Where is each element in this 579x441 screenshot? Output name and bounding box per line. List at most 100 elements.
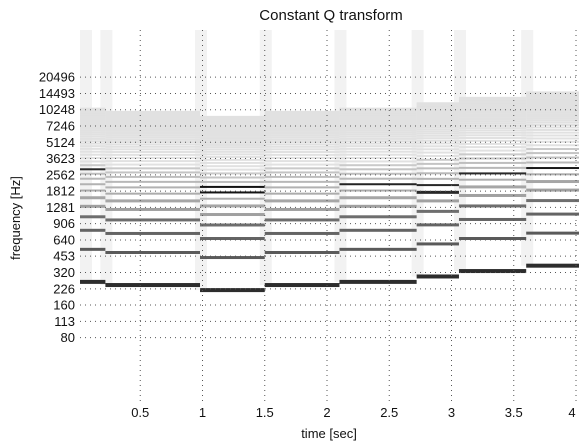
harmonic-band-note3-h18	[200, 153, 265, 156]
x-tick-label: 1	[199, 405, 206, 420]
harmonic-band-note6-h25	[416, 124, 459, 127]
harmonic-band-note3-h32	[200, 126, 265, 129]
harmonic-band-note7-h23	[458, 122, 527, 125]
harmonic-band-note2-h35	[105, 117, 201, 120]
harmonic-band-note8-h5	[526, 188, 579, 192]
harmonic-band-note5-h20	[339, 140, 417, 143]
harmonic-band-note5-h11	[339, 168, 417, 171]
y-tick-label: 226	[53, 281, 75, 296]
x-tick-label: 2	[323, 405, 330, 420]
harmonic-band-note8-h22	[526, 119, 579, 122]
harmonic-band-note4-h10	[264, 175, 340, 178]
harmonic-band-note3-h1	[200, 288, 265, 293]
harmonic-band-note8-h40	[526, 91, 579, 94]
harmonic-band-note8-h36	[526, 96, 579, 99]
y-tick-label: 3623	[46, 151, 75, 166]
harmonic-band-note7-h24	[458, 120, 527, 123]
harmonic-band-note5-h39	[339, 108, 417, 111]
harmonic-band-note4-h40	[264, 110, 340, 113]
harmonic-band-note7-h8	[458, 172, 527, 175]
harmonic-band-note1-h25	[80, 129, 106, 132]
harmonic-band-note7-h14	[458, 146, 527, 149]
harmonic-band-note5-h33	[339, 116, 417, 119]
harmonic-band-note6-h20	[416, 134, 459, 137]
harmonic-band-note3-h16	[200, 158, 265, 161]
harmonic-band-note3-h27	[200, 134, 265, 137]
harmonic-band-note6-h29	[416, 117, 459, 120]
harmonic-band-note6-h18	[416, 139, 459, 142]
harmonic-band-note2-h32	[105, 121, 201, 124]
harmonic-band-note7-h26	[458, 117, 527, 120]
harmonic-band-note6-h30	[416, 115, 459, 118]
harmonic-band-note5-h10	[339, 172, 417, 175]
harmonic-band-note6-h6	[416, 190, 459, 194]
harmonic-band-note2-h21	[105, 141, 201, 144]
harmonic-band-note4-h24	[264, 134, 340, 137]
harmonic-band-note6-h19	[416, 137, 459, 140]
harmonic-band-note7-h38	[458, 99, 527, 102]
harmonic-band-note3-h20	[200, 148, 265, 151]
harmonic-band-note8-h16	[526, 134, 579, 137]
y-tick-label: 20496	[39, 70, 75, 85]
harmonic-band-note5-h15	[339, 153, 417, 156]
harmonic-band-note3-h34	[200, 123, 265, 126]
harmonic-band-note6-h8	[416, 177, 459, 180]
harmonic-band-note8-h34	[526, 99, 579, 102]
y-tick-label: 113	[54, 314, 75, 329]
y-tick-label: 10248	[39, 102, 75, 117]
harmonic-band-note2-h31	[105, 122, 201, 125]
harmonic-band-note2-h4	[105, 218, 201, 222]
harmonic-band-note2-h20	[105, 143, 201, 146]
harmonic-band-note4-h5	[264, 207, 340, 211]
harmonic-band-note5-h23	[339, 133, 417, 136]
harmonic-band-note2-h33	[105, 119, 201, 122]
harmonic-band-note1-h17	[80, 147, 106, 150]
harmonic-band-note6-h35	[416, 108, 459, 111]
harmonic-band-note3-h23	[200, 141, 265, 144]
harmonic-band-note3-h37	[200, 119, 265, 122]
harmonic-band-note1-h19	[80, 142, 106, 145]
harmonic-band-note2-h27	[105, 129, 201, 132]
onset-smear	[80, 30, 92, 282]
harmonic-band-note5-h16	[339, 150, 417, 153]
harmonic-band-note3-h39	[200, 117, 265, 120]
harmonic-band-note5-h26	[339, 127, 417, 130]
harmonic-band-note1-h27	[80, 126, 106, 129]
harmonic-band-note4-h4	[264, 218, 340, 222]
harmonic-band-note7-h1	[458, 269, 527, 274]
harmonic-band-note8-h26	[526, 111, 579, 114]
harmonic-band-note7-h33	[458, 105, 527, 108]
harmonic-band-note8-h25	[526, 113, 579, 116]
harmonic-band-note4-h7	[264, 192, 340, 195]
harmonic-band-note5-h6	[339, 196, 417, 200]
harmonic-band-note7-h17	[458, 137, 527, 140]
harmonic-band-note6-h23	[416, 128, 459, 131]
harmonic-band-note2-h8	[105, 186, 201, 189]
y-tick-label: 1812	[46, 184, 75, 199]
harmonic-band-note3-h24	[200, 139, 265, 142]
harmonic-band-note6-h14	[416, 151, 459, 154]
harmonic-band-note3-h15	[200, 161, 265, 164]
harmonic-band-note7-h18	[458, 134, 527, 137]
y-tick-label: 5124	[46, 135, 75, 150]
harmonic-band-note3-h12	[200, 172, 265, 175]
harmonic-band-note7-h27	[458, 115, 527, 118]
harmonic-band-note4-h2	[264, 250, 340, 254]
harmonic-band-note3-h25	[200, 137, 265, 140]
harmonic-band-note2-h6	[105, 199, 201, 203]
harmonic-band-note1-h28	[80, 124, 106, 127]
harmonic-band-note3-h7	[200, 197, 265, 200]
harmonic-band-note5-h27	[339, 126, 417, 129]
harmonic-band-note3-h6	[200, 204, 265, 208]
harmonic-band-note7-h21	[458, 127, 527, 130]
harmonic-band-note1-h38	[80, 110, 106, 113]
x-tick-labels: 0.5 1 1.5 2 2.5 3 3.5 4	[131, 405, 575, 420]
harmonic-band-note4-h25	[264, 132, 340, 135]
harmonic-band-note4-h19	[264, 145, 340, 148]
harmonic-band-note8-h14	[526, 140, 579, 143]
harmonic-band-note6-h7	[416, 184, 459, 187]
harmonic-band-note5-h28	[339, 124, 417, 127]
harmonic-band-note1-h1	[80, 279, 106, 284]
